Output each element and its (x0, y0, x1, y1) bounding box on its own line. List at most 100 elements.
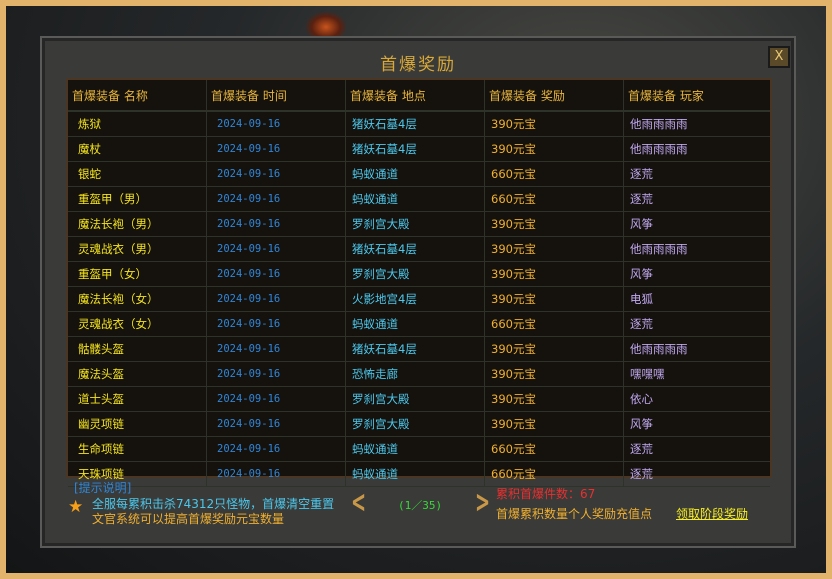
drop-location: 蚂蚁通道 (346, 187, 485, 211)
table-row: 重盔甲（女） 2024-09-16 罗刹宫大殿 390元宝 风筝 (68, 262, 770, 287)
player-name: 他雨雨雨雨 (630, 142, 688, 156)
reward: 390元宝 (485, 262, 624, 286)
header-player: 首爆装备 玩家 (628, 88, 704, 103)
item-name: 重盔甲（男） (68, 187, 207, 211)
item-name: 天珠项链 (68, 462, 207, 486)
player-name: 逐荒 (630, 467, 653, 481)
drop-location: 蚂蚁通道 (346, 162, 485, 186)
drop-location: 罗刹宫大殿 (346, 412, 485, 436)
table-row: 魔法长袍（女） 2024-09-16 火影地宫4层 390元宝 电狐 (68, 287, 770, 312)
player-name: 风筝 (630, 217, 653, 231)
item-name: 重盔甲（女） (68, 262, 207, 286)
drop-date: 2024-09-16 (207, 212, 346, 236)
reward: 660元宝 (485, 462, 624, 486)
drop-date: 2024-09-16 (207, 237, 346, 261)
player-name: 他雨雨雨雨 (630, 342, 688, 356)
drop-location: 猪妖石墓4层 (346, 137, 485, 161)
reward: 390元宝 (485, 362, 624, 386)
claim-stage-reward-link[interactable]: 领取阶段奖励 (676, 507, 749, 521)
footer: [提示说明] ★ 全服每累积击杀74312只怪物，首爆清空重置 文官系统可以提高… (68, 479, 768, 539)
drop-date: 2024-09-16 (207, 337, 346, 361)
drop-location: 罗刹宫大殿 (346, 262, 485, 286)
item-name: 灵魂战衣（女） (68, 312, 207, 336)
drop-date: 2024-09-16 (207, 112, 346, 136)
player-name: 他雨雨雨雨 (630, 117, 688, 131)
close-button[interactable]: X (768, 46, 790, 68)
table-row: 魔法长袍（男） 2024-09-16 罗刹宫大殿 390元宝 风筝 (68, 212, 770, 237)
table-row: 魔杖 2024-09-16 猪妖石墓4层 390元宝 他雨雨雨雨 (68, 137, 770, 162)
player-name: 他雨雨雨雨 (630, 242, 688, 256)
drop-date: 2024-09-16 (207, 437, 346, 461)
reward: 660元宝 (485, 437, 624, 461)
drop-location: 恐怖走廊 (346, 362, 485, 386)
tip-line-2: 文官系统可以提高首爆奖励元宝数量 (92, 512, 285, 526)
reward-description: 首爆累积数量个人奖励充值点 (496, 507, 653, 521)
header-name: 首爆装备 名称 (68, 80, 207, 110)
drop-date: 2024-09-16 (207, 412, 346, 436)
first-drop-reward-window: 首爆奖励 X 首爆装备 名称 首爆装备 时间 首爆装备 地点 首爆装备 奖励 首爆装备 … (40, 36, 796, 548)
reward: 660元宝 (485, 162, 624, 186)
table-row: 幽灵项链 2024-09-16 罗刹宫大殿 390元宝 风筝 (68, 412, 770, 437)
item-name: 魔法长袍（男） (68, 212, 207, 236)
drop-date: 2024-09-16 (207, 262, 346, 286)
drop-date: 2024-09-16 (207, 162, 346, 186)
header-location: 首爆装备 地点 (346, 80, 485, 110)
drop-date: 2024-09-16 (207, 462, 346, 486)
reward: 390元宝 (485, 112, 624, 136)
next-page-button[interactable]: > (475, 485, 491, 520)
tip-line-1: 全服每累积击杀74312只怪物，首爆清空重置 (92, 497, 335, 511)
drop-location: 蚂蚁通道 (346, 462, 485, 486)
reward: 390元宝 (485, 212, 624, 236)
first-drop-count: 累积首爆件数：67 (496, 487, 596, 501)
item-name: 道士头盔 (68, 387, 207, 411)
table-row: 银蛇 2024-09-16 蚂蚁通道 660元宝 逐荒 (68, 162, 770, 187)
drop-date: 2024-09-16 (207, 137, 346, 161)
player-name: 逐荒 (630, 317, 653, 331)
player-name: 风筝 (630, 417, 653, 431)
drop-location: 猪妖石墓4层 (346, 337, 485, 361)
drop-location: 火影地宫4层 (346, 287, 485, 311)
player-name: 风筝 (630, 267, 653, 281)
table-row: 灵魂战衣（女） 2024-09-16 蚂蚁通道 660元宝 逐荒 (68, 312, 770, 337)
drop-date: 2024-09-16 (207, 362, 346, 386)
page-indicator: (1／35) (398, 499, 443, 512)
table-row: 重盔甲（男） 2024-09-16 蚂蚁通道 660元宝 逐荒 (68, 187, 770, 212)
item-name: 魔法头盔 (68, 362, 207, 386)
item-name: 魔杖 (68, 137, 207, 161)
prev-page-button[interactable]: < (351, 485, 367, 520)
item-name: 幽灵项链 (68, 412, 207, 436)
drop-location: 罗刹宫大殿 (346, 387, 485, 411)
header-time: 首爆装备 时间 (207, 80, 346, 110)
player-name: 依心 (630, 392, 653, 406)
drop-location: 罗刹宫大殿 (346, 212, 485, 236)
window-title: 首爆奖励 (380, 55, 456, 75)
table-row: 骷髅头盔 2024-09-16 猪妖石墓4层 390元宝 他雨雨雨雨 (68, 337, 770, 362)
star-icon: ★ (68, 497, 84, 517)
player-name: 逐荒 (630, 192, 653, 206)
player-name: 嘿嘿嘿 (630, 367, 665, 381)
tip-title: [提示说明] (74, 481, 132, 495)
table-row: 道士头盔 2024-09-16 罗刹宫大殿 390元宝 依心 (68, 387, 770, 412)
drop-date: 2024-09-16 (207, 387, 346, 411)
reward: 390元宝 (485, 412, 624, 436)
drop-date: 2024-09-16 (207, 287, 346, 311)
header-reward: 首爆装备 奖励 (485, 80, 624, 110)
drop-location: 猪妖石墓4层 (346, 237, 485, 261)
reward-table: 首爆装备 名称 首爆装备 时间 首爆装备 地点 首爆装备 奖励 首爆装备 玩家 炼狱 20… (66, 78, 772, 487)
player-name: 逐荒 (630, 442, 653, 456)
item-name: 银蛇 (68, 162, 207, 186)
item-name: 灵魂战衣（男） (68, 237, 207, 261)
player-name: 逐荒 (630, 167, 653, 181)
table-row: 魔法头盔 2024-09-16 恐怖走廊 390元宝 嘿嘿嘿 (68, 362, 770, 387)
drop-date: 2024-09-16 (207, 187, 346, 211)
reward: 390元宝 (485, 287, 624, 311)
drop-location: 猪妖石墓4层 (346, 112, 485, 136)
reward: 660元宝 (485, 312, 624, 336)
item-name: 魔法长袍（女） (68, 287, 207, 311)
table-header: 首爆装备 名称 首爆装备 时间 首爆装备 地点 首爆装备 奖励 首爆装备 玩家 (68, 80, 770, 112)
item-name: 骷髅头盔 (68, 337, 207, 361)
drop-location: 蚂蚁通道 (346, 312, 485, 336)
reward: 390元宝 (485, 137, 624, 161)
item-name: 炼狱 (68, 112, 207, 136)
